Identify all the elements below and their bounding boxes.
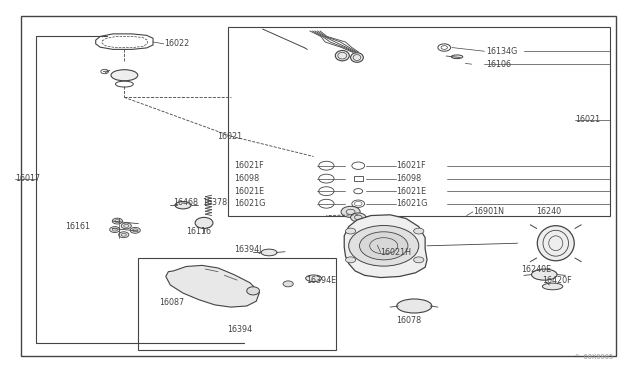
Ellipse shape	[538, 226, 574, 261]
Text: 16394: 16394	[228, 326, 253, 334]
Text: 16021H: 16021H	[381, 248, 412, 257]
Ellipse shape	[451, 55, 463, 59]
Ellipse shape	[261, 249, 277, 256]
Text: 16087: 16087	[159, 298, 184, 307]
Text: 16021G: 16021G	[234, 199, 266, 208]
Text: 16240E: 16240E	[521, 264, 551, 273]
Circle shape	[346, 228, 356, 234]
Text: 16022: 16022	[164, 39, 189, 48]
Circle shape	[283, 281, 293, 287]
Circle shape	[346, 257, 356, 263]
Text: 16134G: 16134G	[486, 47, 517, 56]
Text: 16078: 16078	[396, 316, 422, 325]
Text: 16021E: 16021E	[234, 187, 264, 196]
Text: 16420F: 16420F	[541, 276, 572, 285]
Polygon shape	[344, 215, 427, 278]
Ellipse shape	[195, 217, 213, 228]
Text: 16161: 16161	[65, 222, 90, 231]
Text: 16021G: 16021G	[396, 199, 428, 208]
Text: 16394J: 16394J	[234, 245, 261, 254]
Text: 16116: 16116	[186, 227, 211, 235]
Text: 16098: 16098	[396, 174, 422, 183]
Ellipse shape	[175, 202, 191, 209]
Circle shape	[360, 232, 408, 260]
Circle shape	[413, 228, 424, 234]
Text: 16021F: 16021F	[396, 161, 426, 170]
Text: 16901N: 16901N	[473, 207, 504, 217]
Text: 16394E: 16394E	[306, 276, 336, 285]
Polygon shape	[166, 265, 259, 307]
Ellipse shape	[335, 51, 349, 61]
Circle shape	[341, 206, 360, 217]
Text: 16017: 16017	[15, 174, 40, 183]
Circle shape	[130, 227, 140, 233]
Text: 16021F: 16021F	[234, 161, 264, 170]
Text: 16098: 16098	[234, 174, 259, 183]
Circle shape	[109, 227, 120, 232]
Ellipse shape	[306, 275, 321, 282]
Ellipse shape	[542, 283, 563, 290]
Text: 16021: 16021	[575, 115, 600, 124]
Text: 16021: 16021	[217, 132, 242, 141]
Text: 16378: 16378	[202, 198, 227, 207]
Ellipse shape	[397, 299, 432, 313]
Text: ^ 60X0005: ^ 60X0005	[575, 353, 613, 359]
Text: 16106: 16106	[486, 60, 511, 69]
Circle shape	[121, 223, 131, 229]
Text: 16240: 16240	[537, 207, 562, 217]
Ellipse shape	[111, 70, 138, 81]
Circle shape	[349, 225, 419, 266]
Circle shape	[351, 213, 366, 222]
Circle shape	[413, 257, 424, 263]
Ellipse shape	[351, 53, 364, 62]
Ellipse shape	[246, 287, 259, 295]
Circle shape	[112, 218, 122, 224]
Circle shape	[118, 232, 129, 238]
Text: 16468: 16468	[173, 198, 198, 207]
Ellipse shape	[532, 269, 557, 280]
Text: 16021E: 16021E	[396, 187, 427, 196]
